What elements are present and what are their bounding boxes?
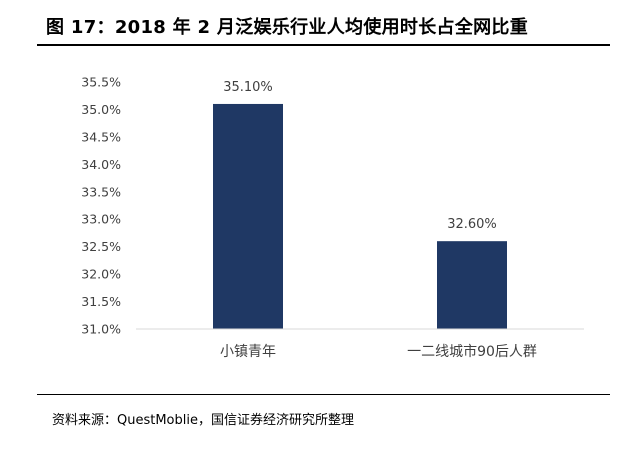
bar <box>213 103 283 329</box>
figure-title: 图 17：2018 年 2 月泛娱乐行业人均使用时长占全网比重 <box>46 17 529 38</box>
x-axis-labels: 小镇青年 一二线城市90后人群 <box>220 343 537 360</box>
title-rule <box>37 44 610 46</box>
data-label: 35.10% <box>223 80 273 95</box>
bar <box>437 241 507 329</box>
y-tick-label: 33.5% <box>81 184 121 199</box>
y-tick-label: 35.0% <box>81 102 121 117</box>
y-tick-label: 32.0% <box>81 267 121 282</box>
source-rule <box>37 394 610 395</box>
y-tick-label: 32.5% <box>81 239 121 254</box>
data-labels: 35.10% 32.60% <box>223 80 497 232</box>
y-tick-label: 33.0% <box>81 212 121 227</box>
bars <box>213 103 507 329</box>
y-tick-label: 31.5% <box>81 294 121 309</box>
y-tick-label: 35.5% <box>81 75 121 90</box>
x-tick-label: 小镇青年 <box>220 344 276 360</box>
source-note: 资料来源：QuestMoblie，国信证券经济研究所整理 <box>52 413 354 428</box>
y-tick-label: 34.5% <box>81 129 121 144</box>
x-tick-label: 一二线城市90后人群 <box>407 343 537 360</box>
data-label: 32.60% <box>447 217 497 232</box>
y-tick-label: 31.0% <box>81 322 121 337</box>
y-tick-label: 34.0% <box>81 157 121 172</box>
y-axis-ticks: 31.0% 31.5% 32.0% 32.5% 33.0% 33.5% 34.0% 34.5%… <box>81 75 121 337</box>
